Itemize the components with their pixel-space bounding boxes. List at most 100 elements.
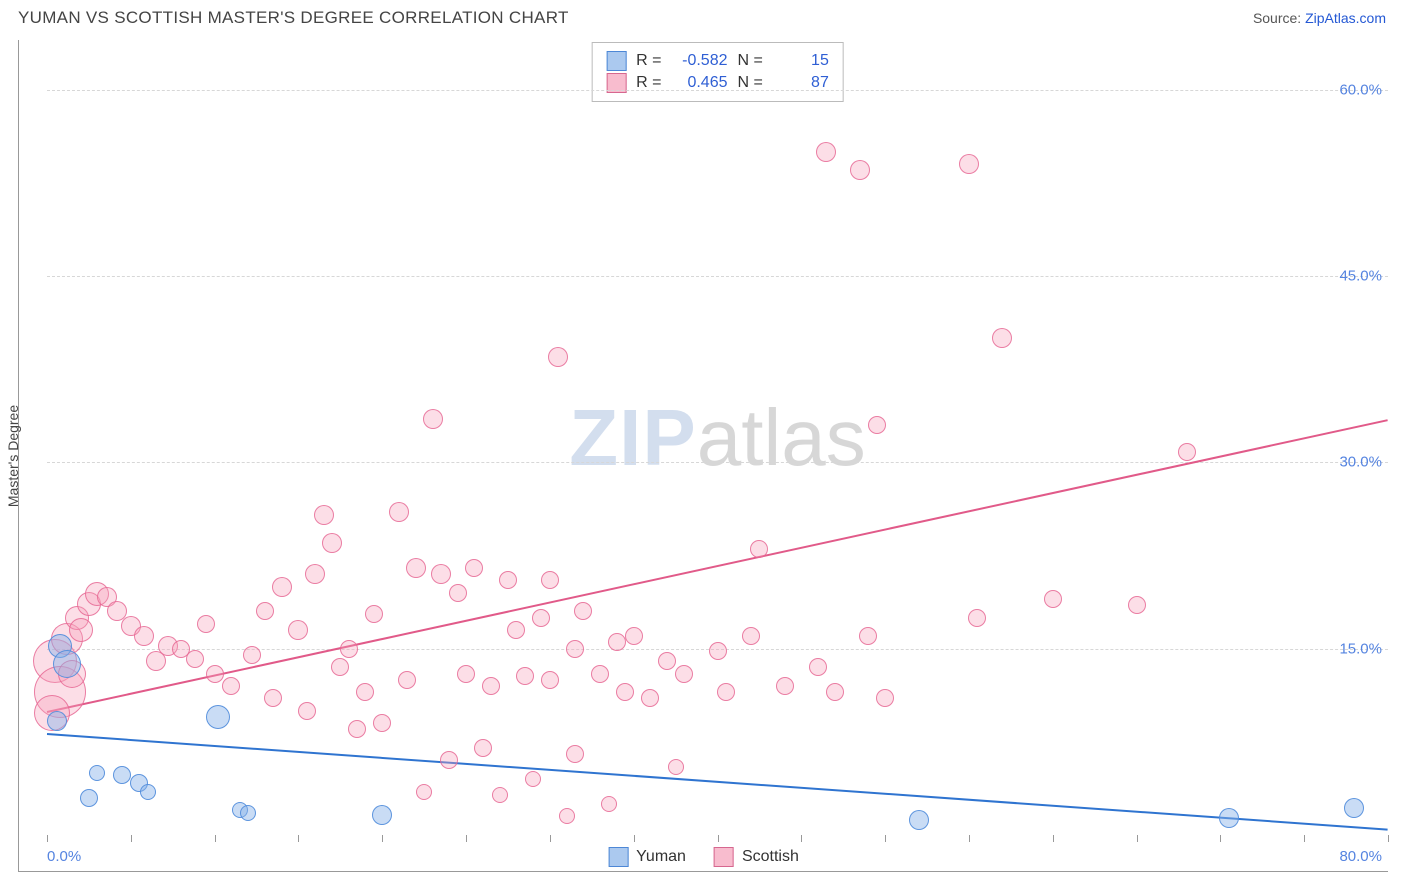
scatter-point — [809, 658, 827, 676]
y-axis-label: Master's Degree — [5, 404, 21, 506]
scatter-point — [243, 646, 261, 664]
x-tick — [131, 835, 132, 842]
scatter-point — [625, 627, 643, 645]
x-tick — [634, 835, 635, 842]
x-tick — [550, 835, 551, 842]
x-tick — [47, 835, 48, 842]
scatter-point — [47, 711, 67, 731]
scatter-point — [1044, 590, 1062, 608]
scatter-point — [507, 621, 525, 639]
x-tick — [298, 835, 299, 842]
x-axis-max-label: 80.0% — [1339, 848, 1382, 865]
scatter-point — [992, 328, 1012, 348]
scatter-point — [140, 784, 156, 800]
x-tick — [1053, 835, 1054, 842]
legend-label-yuman: Yuman — [636, 848, 686, 866]
chart-container: Master's Degree ZIPatlas R = -0.582 N = … — [18, 40, 1388, 872]
scatter-point — [465, 559, 483, 577]
legend-item-yuman: Yuman — [608, 847, 686, 867]
watermark-zip: ZIP — [569, 393, 696, 482]
x-tick — [969, 835, 970, 842]
scatter-point — [373, 714, 391, 732]
scatter-point — [69, 618, 93, 642]
scatter-point — [186, 650, 204, 668]
n-label: N = — [738, 52, 763, 70]
scatter-point — [482, 677, 500, 695]
scatter-point — [389, 502, 409, 522]
x-tick — [1137, 835, 1138, 842]
x-tick — [466, 835, 467, 842]
yuman-n-value: 15 — [773, 52, 829, 70]
scatter-point — [331, 658, 349, 676]
legend-swatch-blue — [608, 847, 628, 867]
scatter-point — [256, 602, 274, 620]
scatter-point — [816, 142, 836, 162]
scatter-point — [516, 667, 534, 685]
scatter-point — [449, 584, 467, 602]
scatter-point — [608, 633, 626, 651]
scatter-point — [348, 720, 366, 738]
scatter-point — [717, 683, 735, 701]
scatter-point — [541, 671, 559, 689]
scatter-point — [876, 689, 894, 707]
scatter-point — [750, 540, 768, 558]
x-tick — [382, 835, 383, 842]
scatter-point — [616, 683, 634, 701]
scatter-point — [222, 677, 240, 695]
scatter-point — [240, 805, 256, 821]
scatter-point — [206, 705, 230, 729]
y-tick-label: 15.0% — [1339, 640, 1382, 657]
scatter-point — [89, 765, 105, 781]
scatter-point — [850, 160, 870, 180]
legend-item-scottish: Scottish — [714, 847, 799, 867]
scatter-point — [968, 609, 986, 627]
scatter-point — [423, 409, 443, 429]
legend-swatch-blue — [606, 51, 626, 71]
scatter-point — [591, 665, 609, 683]
scatter-point — [298, 702, 316, 720]
x-tick — [885, 835, 886, 842]
scatter-point — [566, 745, 584, 763]
scatter-point — [206, 665, 224, 683]
scatter-point — [668, 759, 684, 775]
scatter-point — [601, 796, 617, 812]
yuman-r-value: -0.582 — [672, 52, 728, 70]
scatter-point — [113, 766, 131, 784]
scatter-point — [322, 533, 342, 553]
scatter-point — [134, 626, 154, 646]
legend-bottom: Yuman Scottish — [608, 847, 799, 867]
source-link[interactable]: ZipAtlas.com — [1305, 10, 1386, 26]
y-tick-label: 60.0% — [1339, 81, 1382, 98]
scatter-point — [474, 739, 492, 757]
x-tick — [215, 835, 216, 842]
scatter-point — [525, 771, 541, 787]
scatter-point — [959, 154, 979, 174]
scatter-point — [440, 751, 458, 769]
scatter-point — [264, 689, 282, 707]
scatter-point — [709, 642, 727, 660]
source-prefix: Source: — [1253, 10, 1305, 26]
scatter-point — [499, 571, 517, 589]
y-tick-label: 45.0% — [1339, 268, 1382, 285]
scatter-point — [1344, 798, 1364, 818]
scatter-point — [566, 640, 584, 658]
scatter-point — [532, 609, 550, 627]
gridline — [47, 90, 1388, 91]
scatter-point — [416, 784, 432, 800]
scatter-point — [574, 602, 592, 620]
scatter-point — [548, 347, 568, 367]
y-tick-label: 30.0% — [1339, 454, 1382, 471]
scatter-point — [457, 665, 475, 683]
scatter-point — [197, 615, 215, 633]
legend-stats-box: R = -0.582 N = 15 R = 0.465 N = 87 — [591, 42, 844, 102]
scatter-point — [1128, 596, 1146, 614]
scatter-point — [356, 683, 374, 701]
legend-label-scottish: Scottish — [742, 848, 799, 866]
scatter-point — [492, 787, 508, 803]
gridline — [47, 276, 1388, 277]
scatter-point — [340, 640, 358, 658]
watermark-atlas: atlas — [697, 393, 866, 482]
legend-swatch-pink — [714, 847, 734, 867]
watermark: ZIPatlas — [569, 392, 865, 484]
scatter-point — [658, 652, 676, 670]
